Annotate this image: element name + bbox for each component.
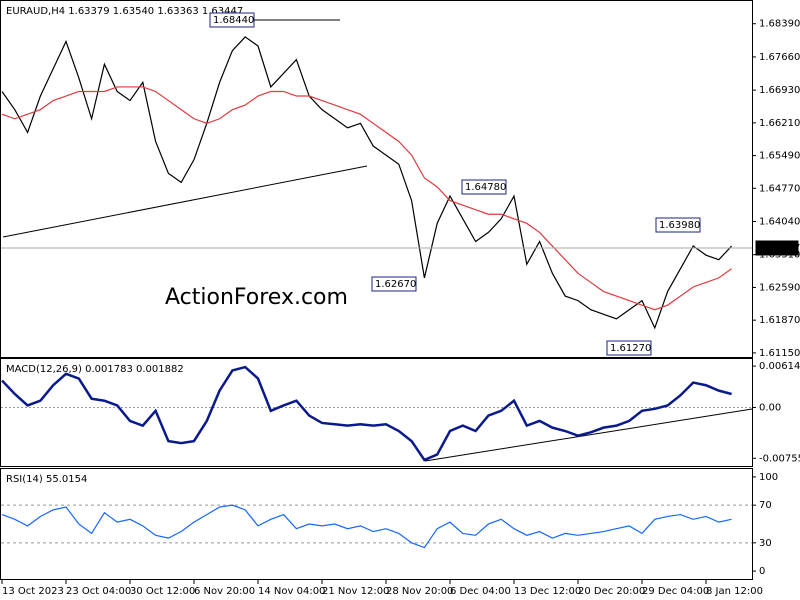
rsi-pane [0,468,753,580]
y-tick-label: 1.61870 [759,315,800,326]
annotation-label: 1.61270 [610,343,651,354]
annotation-box [606,340,652,356]
y-tick-label: 0.006144 [759,361,800,372]
annotation-label: 1.68440 [213,15,254,26]
pane-title: RSI(14) 55.0154 [6,474,87,485]
x-tick-label: 30 Oct 12:00 [130,586,195,597]
y-tick-label: 0.00 [759,402,781,413]
x-tick-label: 28 Nov 20:00 [386,586,453,597]
y-tick-label: 1.61150 [759,348,800,359]
x-tick-label: 29 Dec 04:00 [642,586,709,597]
y-tick-label: 1.66930 [759,85,800,96]
y-tick-label: 1.64040 [759,217,800,228]
annotation-label: 1.63447 [759,243,800,254]
annotation-box [209,12,255,28]
x-tick-label: 6 Dec 04:00 [450,586,511,597]
y-tick-label: 70 [759,500,772,511]
x-tick-label: 23 Oct 04:00 [66,586,131,597]
y-tick-label: 1.65490 [759,151,800,162]
price-pane [0,0,753,358]
pane-title: EURAUD,H4 1.63379 1.63540 1.63363 1.6344… [6,6,243,17]
series-line [1,86,732,311]
trend-line [2,165,368,238]
y-tick-label: 1.62590 [759,282,800,293]
macd-pane [0,358,753,467]
y-tick-label: -0.007555 [759,453,800,464]
x-tick-label: 14 Nov 04:00 [258,586,325,597]
x-tick-label: 13 Dec 12:00 [514,586,581,597]
series-line [1,504,732,549]
y-tick-label: 30 [759,538,772,549]
series-line [1,365,732,462]
watermark: ActionForex.com [165,285,348,310]
annotation-box [755,240,799,256]
annotation-box [371,276,417,292]
macd-trend-line [424,408,753,462]
annotation-label: 1.62670 [375,279,416,290]
y-tick-label: 1.66210 [759,118,800,129]
y-tick-label: 1.68390 [759,19,800,30]
annotation-label: 1.63980 [659,220,700,231]
x-tick-label: 13 Oct 2023 [2,586,64,597]
annotation-box [655,217,701,233]
y-tick-label: 1.64770 [759,183,800,194]
x-tick-label: 20 Dec 20:00 [578,586,645,597]
x-tick-label: 21 Nov 12:00 [322,586,389,597]
y-tick-label: 100 [759,472,778,483]
x-tick-label: 6 Nov 20:00 [194,586,255,597]
y-tick-label: 1.67660 [759,52,800,63]
x-tick-label: 8 Jan 12:00 [706,586,763,597]
y-tick-label: 0 [759,566,765,577]
annotation-label: 1.64780 [465,182,506,193]
annotation-box [461,179,507,195]
pane-title: MACD(12,26,9) 0.001783 0.001882 [6,364,184,375]
series-line [1,36,733,330]
